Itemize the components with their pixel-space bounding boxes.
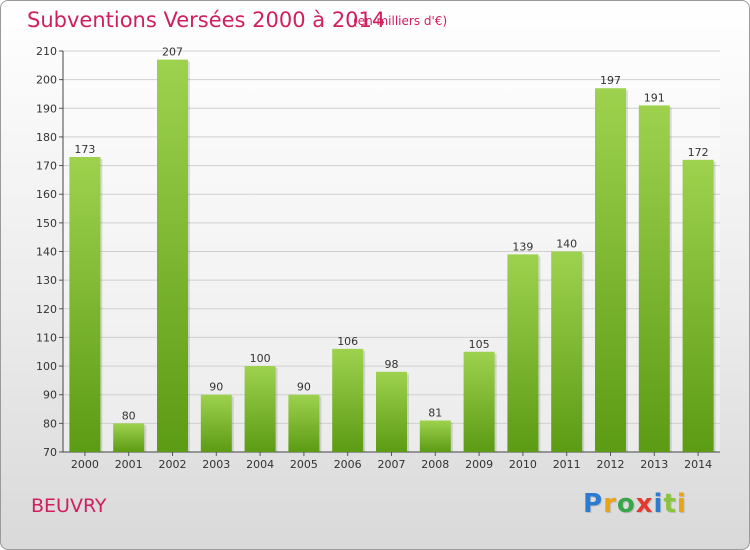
bar-value-label: 139	[512, 240, 533, 253]
x-tick-label: 2004	[246, 458, 274, 471]
bar	[288, 394, 320, 452]
bar	[507, 254, 539, 452]
bar	[332, 348, 364, 452]
y-tick-label: 130	[36, 274, 57, 287]
x-tick-label: 2011	[553, 458, 581, 471]
bar-value-label: 100	[250, 352, 271, 365]
x-tick-label: 2002	[159, 458, 187, 471]
y-tick-label: 120	[36, 303, 57, 316]
bar	[638, 105, 670, 453]
x-tick-label: 2013	[640, 458, 668, 471]
bar-value-label: 80	[122, 409, 136, 422]
x-tick-label: 2003	[202, 458, 230, 471]
x-tick-label: 2000	[71, 458, 99, 471]
bar	[244, 366, 276, 452]
y-tick-label: 180	[36, 131, 57, 144]
bar	[113, 423, 145, 452]
y-tick-label: 140	[36, 246, 57, 259]
bar-value-label: 191	[644, 91, 665, 104]
x-tick-label: 2006	[334, 458, 362, 471]
x-tick-label: 2008	[421, 458, 449, 471]
bar-value-label: 98	[385, 358, 399, 371]
chart-subtitle: (en milliers d'€)	[353, 14, 448, 28]
bar	[595, 88, 626, 452]
chart-title: Subventions Versées 2000 à 2014	[27, 8, 386, 32]
y-tick-label: 110	[36, 331, 57, 344]
x-tick-label: 2001	[115, 458, 143, 471]
proxiti-logo[interactable]: Proxiti	[583, 489, 687, 519]
bar	[682, 159, 714, 453]
bar	[463, 351, 495, 452]
bar	[200, 394, 232, 452]
bar-value-label: 105	[469, 338, 490, 351]
y-tick-label: 100	[36, 360, 57, 373]
y-tick-label: 210	[36, 45, 57, 58]
y-tick-label: 70	[43, 446, 57, 459]
bar	[157, 59, 188, 452]
bar-value-label: 173	[74, 143, 95, 156]
bar-value-label: 90	[297, 381, 311, 394]
bar-value-label: 197	[600, 74, 621, 87]
x-tick-label: 2014	[684, 458, 712, 471]
bar	[551, 251, 583, 452]
bar-value-label: 172	[688, 146, 709, 159]
bar-value-label: 81	[428, 406, 442, 419]
commune-name: BEUVRY	[31, 495, 107, 517]
y-tick-label: 190	[36, 102, 57, 115]
bar	[419, 420, 451, 452]
y-tick-label: 200	[36, 74, 57, 87]
bar-value-label: 90	[209, 381, 223, 394]
x-tick-label: 2009	[465, 458, 493, 471]
y-tick-label: 170	[36, 160, 57, 173]
x-tick-label: 2007	[378, 458, 406, 471]
y-tick-label: 160	[36, 188, 57, 201]
y-tick-label: 90	[43, 389, 57, 402]
bar-value-label: 207	[162, 46, 183, 59]
x-tick-label: 2005	[290, 458, 318, 471]
x-tick-label: 2012	[597, 458, 625, 471]
y-tick-label: 80	[43, 417, 57, 430]
bar-value-label: 140	[556, 238, 577, 251]
bar	[69, 156, 101, 452]
x-tick-label: 2010	[509, 458, 537, 471]
bar	[376, 371, 407, 452]
y-tick-label: 150	[36, 217, 57, 230]
bar-value-label: 106	[337, 335, 358, 348]
